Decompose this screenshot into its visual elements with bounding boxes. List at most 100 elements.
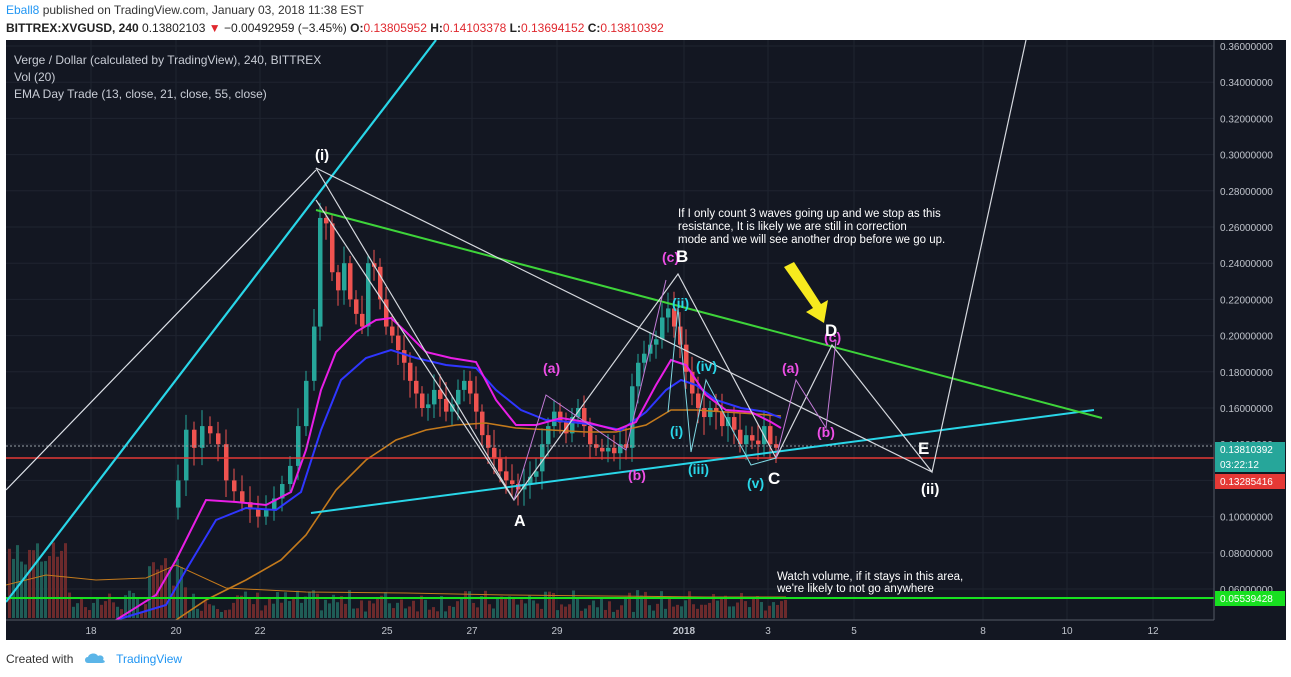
candle-body: [738, 429, 743, 445]
volume-bar: [680, 606, 683, 618]
wave-label-ii-major: (ii): [921, 481, 939, 498]
volume-bar: [68, 592, 71, 618]
volume-bar: [676, 604, 679, 618]
candle-body: [708, 408, 713, 418]
wave-label-c-major: C: [768, 469, 780, 488]
time-tick-label: 25: [381, 626, 393, 637]
wave-label-c-minor-1: (c): [662, 249, 679, 265]
candle-body: [504, 471, 509, 481]
candle-body: [280, 484, 285, 499]
candle-body: [576, 408, 581, 418]
candle-body: [426, 404, 431, 408]
volume-bar: [468, 591, 471, 618]
time-axis[interactable]: [6, 620, 1286, 640]
candle-body: [732, 417, 737, 430]
volume-bar: [196, 608, 199, 618]
candle-body: [666, 308, 671, 318]
volume-bar: [348, 590, 351, 618]
down-arrow-icon: ▼: [208, 21, 221, 35]
author-link[interactable]: Eball8: [6, 3, 40, 17]
volume-bar: [404, 608, 407, 618]
price-axis[interactable]: [1214, 40, 1286, 640]
volume-bar: [96, 597, 99, 618]
volume-bar: [616, 609, 619, 618]
volume-bar: [124, 595, 127, 618]
volume-bar: [324, 599, 327, 618]
volume-bar: [696, 608, 699, 618]
candle-body: [248, 502, 253, 510]
green-resistance-line: [315, 209, 1103, 419]
volume-bar: [672, 606, 675, 618]
volume-bar: [708, 602, 711, 618]
volume-bar: [204, 601, 207, 618]
cyan-support-line: [310, 409, 1095, 514]
time-tick-label: 22: [254, 626, 266, 637]
volume-bar: [556, 610, 559, 618]
candle-body: [654, 339, 659, 345]
candle-body: [672, 308, 677, 327]
volume-bar: [472, 602, 475, 618]
volume-bar: [540, 608, 543, 618]
candle-body: [714, 408, 719, 412]
volume-bar: [484, 590, 487, 618]
price-chart[interactable]: (i)A(a)(b)(c)B(i)(ii)(iii)(iv)(v) C(a)(b)…: [6, 40, 1286, 640]
candle-body: [702, 408, 707, 418]
volume-bar: [704, 604, 707, 618]
volume-bar: [36, 543, 39, 618]
price-axis-labels: 0.13810392 03:22:12 0.13285416 0.05539428: [1215, 442, 1285, 606]
volume-bar: [640, 595, 643, 618]
volume-bar: [236, 595, 239, 618]
wave-label-b-minor-1: (b): [628, 467, 646, 483]
volume-bar: [624, 597, 627, 618]
volume-bar: [492, 608, 495, 618]
volume-bar: [104, 601, 107, 618]
chart-background: [6, 40, 1286, 640]
candle-body: [402, 350, 407, 363]
price-tick-label: 0.16000000: [1220, 404, 1273, 415]
candle-body: [336, 272, 341, 291]
volume-bar: [80, 597, 83, 618]
wave-label-i-major: (i): [315, 147, 329, 164]
wave-i-to-ii-line: [315, 167, 933, 473]
cyan-subwave-path: [667, 307, 777, 466]
candle-body: [432, 389, 437, 405]
volume-level-label-bg: [1215, 591, 1285, 606]
candle-body: [648, 344, 653, 354]
candle-body: [462, 380, 467, 390]
volume-bar: [248, 597, 251, 618]
volume-bar: [24, 564, 27, 618]
candle-body: [444, 398, 449, 412]
volume-bar: [660, 591, 663, 618]
volume-bar: [684, 600, 687, 618]
volume-bar: [408, 606, 411, 618]
volume-note-line-1: Watch volume, if it stays in this area,: [777, 571, 963, 583]
volume-bar: [636, 590, 639, 618]
volume-bar: [516, 604, 519, 618]
resistance-price-label: 0.13285416: [1220, 477, 1273, 488]
volume-bar: [532, 600, 535, 618]
candle-body: [486, 435, 491, 448]
candle-body: [630, 386, 635, 448]
volume-bar: [132, 593, 135, 618]
main-note-line-1: If I only count 3 waves going up and we …: [678, 208, 941, 220]
volume-bar: [480, 596, 483, 618]
candle-body: [348, 263, 353, 300]
volume-bar: [340, 596, 343, 618]
volume-bar: [100, 604, 103, 618]
volume-bar: [384, 592, 387, 618]
volume-bar: [200, 610, 203, 618]
tradingview-link[interactable]: TradingView: [116, 652, 183, 666]
volume-bar: [412, 600, 415, 618]
volume-bar: [572, 590, 575, 618]
volume-bar: [64, 543, 67, 618]
volume-bar: [344, 603, 347, 618]
volume-bar: [628, 592, 631, 618]
volume-bar: [164, 558, 167, 618]
main-note-line-3: mode and we will see another drop before…: [678, 234, 945, 246]
wave-label-e: E: [918, 439, 929, 458]
candle-body: [558, 411, 563, 423]
created-with-text: Created with: [6, 652, 74, 666]
volume-bar: [320, 610, 323, 618]
candle-body: [768, 426, 773, 445]
volume-bar: [748, 607, 751, 618]
